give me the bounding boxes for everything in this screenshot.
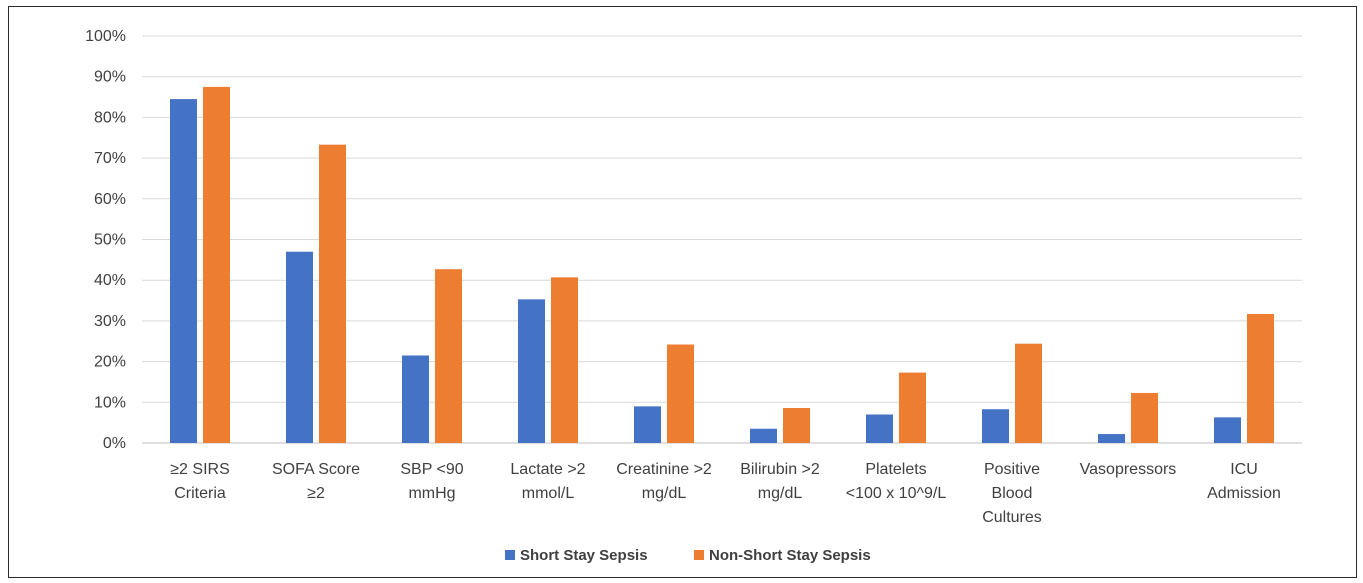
y-tick-label: 60% (94, 191, 126, 208)
y-tick-label: 30% (94, 313, 126, 330)
bar-non-short-stay (1015, 343, 1042, 443)
legend-label-non-short-stay: Non-Short Stay Sepsis (709, 547, 871, 564)
bar-non-short-stay (203, 86, 230, 443)
bar-non-short-stay (1247, 313, 1274, 443)
x-category-label: Creatinine >2 mg/dL (616, 461, 712, 502)
legend: Short Stay Sepsis Non-Short Stay Sepsis (505, 547, 871, 564)
bar-non-short-stay (783, 407, 810, 443)
bar-non-short-stay (435, 269, 462, 443)
bar-short-stay (1098, 434, 1125, 443)
x-category-label: ≥2 SIRS Criteria (170, 461, 229, 502)
y-tick-label: 20% (94, 354, 126, 371)
y-axis: 0% 10% 20% 30% 40% 50% 60% 70% 80% 90% 100% (85, 28, 126, 452)
bar-non-short-stay (551, 277, 578, 443)
x-category-label: ICU Admission (1207, 461, 1281, 502)
y-tick-label: 90% (94, 69, 126, 86)
y-tick-label: 40% (94, 272, 126, 289)
bar-non-short-stay (319, 144, 346, 443)
y-tick-label: 50% (94, 232, 126, 249)
bar-short-stay (286, 251, 313, 443)
x-category-label: Bilirubin >2 mg/dL (740, 461, 820, 502)
bar-non-short-stay (899, 372, 926, 443)
x-category-label: Platelets <100 x 10^9/L (846, 461, 947, 502)
x-category-label: Lactate >2 mmol/L (510, 461, 585, 502)
y-tick-label: 70% (94, 150, 126, 167)
x-category-label: Vasopressors (1080, 461, 1177, 478)
y-tick-label: 10% (94, 394, 126, 411)
y-tick-label: 0% (103, 435, 126, 452)
x-axis: ≥2 SIRS Criteria SOFA Score ≥2 SBP <90 mmHg La… (170, 461, 1281, 526)
bar-short-stay (170, 99, 197, 444)
legend-label-short-stay: Short Stay Sepsis (520, 547, 648, 564)
bar-short-stay (750, 428, 777, 443)
y-tick-label: 100% (85, 28, 126, 45)
bar-non-short-stay (667, 344, 694, 443)
bar-short-stay (1214, 417, 1241, 443)
x-category-label: Positive Blood Cultures (982, 461, 1042, 526)
bar-short-stay (866, 414, 893, 443)
bar-short-stay (982, 409, 1009, 443)
y-tick-label: 80% (94, 109, 126, 126)
bar-short-stay (634, 406, 661, 443)
bar-short-stay (518, 299, 545, 443)
bars (170, 86, 1274, 444)
gridlines (142, 35, 1302, 444)
legend-swatch-short-stay (505, 550, 515, 560)
bar-non-short-stay (1131, 392, 1158, 443)
x-category-label: SOFA Score ≥2 (272, 461, 360, 502)
x-category-label: SBP <90 mmHg (400, 461, 463, 502)
chart-frame (8, 6, 1357, 578)
legend-swatch-non-short-stay (694, 550, 704, 560)
bar-short-stay (402, 355, 429, 443)
